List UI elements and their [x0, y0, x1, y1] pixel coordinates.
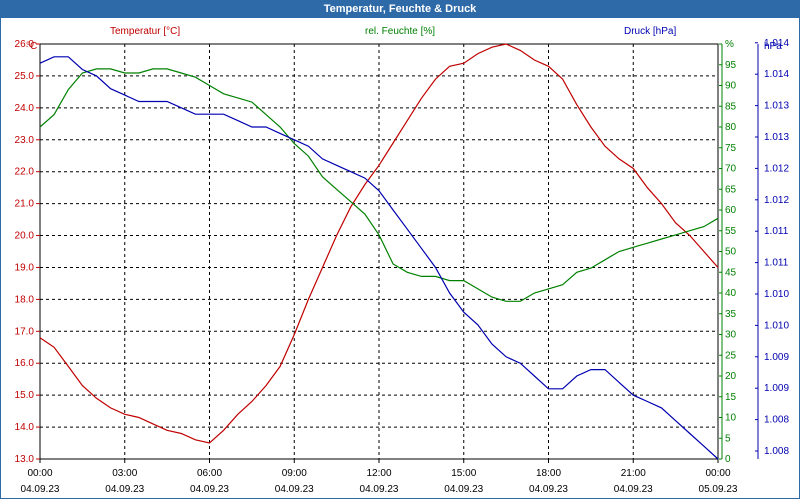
pressure-tick-label: 1.012 — [764, 163, 789, 174]
left-axis-label: Temperatur [°C] — [110, 26, 180, 37]
humidity-tick-label: 95 — [725, 60, 737, 71]
x-tick-date-label: 04.09.23 — [190, 484, 229, 495]
x-tick-date-label: 04.09.23 — [529, 484, 568, 495]
temperature-tick-label: 23.0 — [15, 135, 35, 146]
temperature-tick-label: 15.0 — [15, 390, 35, 401]
humidity-tick-label: 90 — [725, 81, 737, 92]
humidity-tick-label: 80 — [725, 122, 737, 133]
humidity-tick-label: 40 — [725, 288, 737, 299]
humidity-tick-label: 50 — [725, 247, 737, 258]
x-tick-time-label: 21:00 — [621, 468, 646, 479]
pressure-tick-label: 1.008 — [764, 446, 789, 457]
humidity-tick-label: 15 — [725, 392, 737, 403]
humidity-tick-label: 25 — [725, 350, 737, 361]
x-tick-date-label: 04.09.23 — [105, 484, 144, 495]
humidity-tick-label: 20 — [725, 371, 737, 382]
pressure-tick-label: 1.013 — [764, 101, 789, 112]
humidity-tick-label: 0 — [725, 454, 731, 465]
x-tick-time-label: 12:00 — [366, 468, 391, 479]
humidity-tick-label: 30 — [725, 330, 737, 341]
pressure-tick-label: 1.011 — [764, 226, 789, 237]
x-tick-time-label: 00:00 — [705, 468, 730, 479]
x-tick-time-label: 15:00 — [451, 468, 476, 479]
temperature-tick-label: 16.0 — [15, 358, 35, 369]
temperature-tick-label: 25.0 — [15, 71, 35, 82]
humidity-tick-label: 10 — [725, 413, 737, 424]
temperature-tick-label: 22.0 — [15, 167, 35, 178]
x-tick-date-label: 04.09.23 — [360, 484, 399, 495]
pressure-line — [39, 56, 719, 460]
humidity-tick-label: 55 — [725, 226, 737, 237]
x-tick-date-label: 04.09.23 — [614, 484, 653, 495]
pressure-tick-label: 1.009 — [764, 383, 789, 394]
temperature-tick-label: 21.0 — [15, 199, 35, 210]
x-tick-time-label: 00:00 — [27, 468, 52, 479]
temperature-tick-label: 14.0 — [15, 422, 35, 433]
x-tick-time-label: 06:00 — [197, 468, 222, 479]
humidity-axis-label: rel. Feuchte [%] — [365, 26, 435, 37]
pressure-axis-label: Druck [hPa] — [624, 26, 676, 37]
pressure-tick-label: 1.012 — [764, 195, 789, 206]
temperature-tick-label: 18.0 — [15, 294, 35, 305]
humidity-tick-label: 60 — [725, 205, 737, 216]
humidity-tick-label: 75 — [725, 143, 737, 154]
pressure-tick-label: 1.011 — [764, 258, 789, 269]
humidity-tick-label: 65 — [725, 184, 737, 195]
window-title: Temperatur, Feuchte & Druck — [0, 0, 800, 18]
humidity-tick-label: 45 — [725, 267, 737, 278]
x-tick-time-label: 09:00 — [282, 468, 307, 479]
x-tick-date-label: 04.09.23 — [21, 484, 60, 495]
humidity-tick-label: 5 — [725, 433, 731, 444]
grid — [40, 44, 718, 459]
x-tick-time-label: 18:00 — [536, 468, 561, 479]
humidity-tick-label: 85 — [725, 101, 737, 112]
humidity-line — [39, 68, 719, 302]
series-lines — [39, 43, 719, 460]
tick-labels: 13.0 14.0 15.0 16.0 17.0 18.0 19.0 20.0 21.0 22.0… — [15, 38, 790, 495]
temperature-line — [39, 43, 719, 444]
pressure-axis-unit: hPa — [764, 41, 782, 52]
temperature-tick-label: 20.0 — [15, 231, 35, 242]
x-tick-date-label: 04.09.23 — [444, 484, 483, 495]
temperature-tick-label: 13.0 — [15, 454, 35, 465]
pressure-tick-label: 1.010 — [764, 289, 789, 300]
temperature-tick-label: 26.0 — [15, 39, 35, 50]
x-tick-date-label: 05.09.23 — [699, 484, 738, 495]
pressure-tick-label: 1.014 — [764, 38, 789, 49]
pressure-tick-label: 1.009 — [764, 352, 789, 363]
humidity-tick-label: % — [725, 39, 734, 50]
humidity-tick-label: 70 — [725, 164, 737, 175]
temperature-tick-label: 24.0 — [15, 103, 35, 114]
humidity-tick-label: 35 — [725, 309, 737, 320]
x-tick-time-label: 03:00 — [112, 468, 137, 479]
pressure-tick-label: 1.010 — [764, 320, 789, 331]
x-tick-date-label: 04.09.23 — [275, 484, 314, 495]
temperature-tick-label: 17.0 — [15, 326, 35, 337]
pressure-tick-label: 1.014 — [764, 69, 789, 80]
left-axis-unit: °C — [26, 41, 37, 52]
temperature-tick-label: 19.0 — [15, 262, 35, 273]
pressure-tick-label: 1.008 — [764, 415, 789, 426]
pressure-tick-label: 1.013 — [764, 132, 789, 143]
